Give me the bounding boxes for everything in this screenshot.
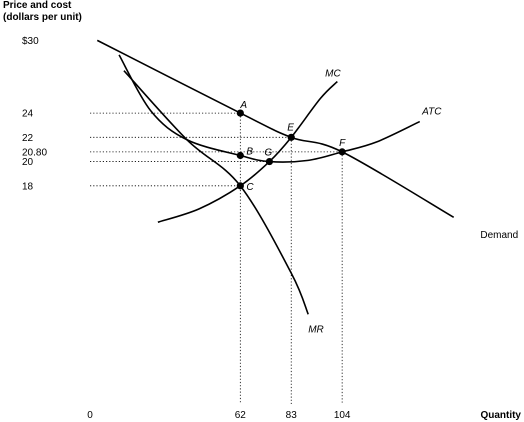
curve-label-atc: ATC <box>421 106 442 117</box>
y-tick-22: 22 <box>22 133 34 144</box>
point-label-c: C <box>246 182 254 193</box>
x-tick-104: 104 <box>334 410 351 421</box>
curve-mr <box>123 70 309 315</box>
curve-label-demand: Demand <box>480 230 518 241</box>
point-c <box>236 182 244 190</box>
point-label-b: B <box>246 147 253 158</box>
labeled-points: A B C E F G <box>236 100 346 193</box>
point-label-a: A <box>239 100 247 111</box>
point-f <box>338 148 346 156</box>
y-tick-18: 18 <box>22 181 34 192</box>
point-b <box>236 151 244 160</box>
curve-label-mc: MC <box>325 69 341 80</box>
guide-lines <box>90 112 343 404</box>
y-axis-title-line2: (dollars per unit) <box>3 12 82 23</box>
x-tick-62: 62 <box>235 410 247 421</box>
y-axis-title-line1: Price and cost <box>3 0 72 11</box>
curve-atc <box>118 54 421 163</box>
curves: Demand MR MC ATC <box>96 39 518 335</box>
x-axis-title: Quantity <box>480 410 521 421</box>
point-e <box>287 133 295 141</box>
point-label-g: G <box>264 148 272 159</box>
point-label-f: F <box>339 138 346 149</box>
origin-label: 0 <box>87 410 93 421</box>
y-tick-30: $30 <box>22 36 39 47</box>
x-tick-83: 83 <box>286 410 298 421</box>
curve-demand <box>96 39 455 219</box>
point-a <box>236 109 244 117</box>
y-tick-24: 24 <box>22 109 34 120</box>
y-tick-20-80: 20.80 <box>22 147 47 158</box>
curve-label-mr: MR <box>308 324 324 335</box>
y-tick-20: 20 <box>22 157 34 168</box>
point-label-e: E <box>287 122 294 133</box>
point-g <box>265 157 274 166</box>
